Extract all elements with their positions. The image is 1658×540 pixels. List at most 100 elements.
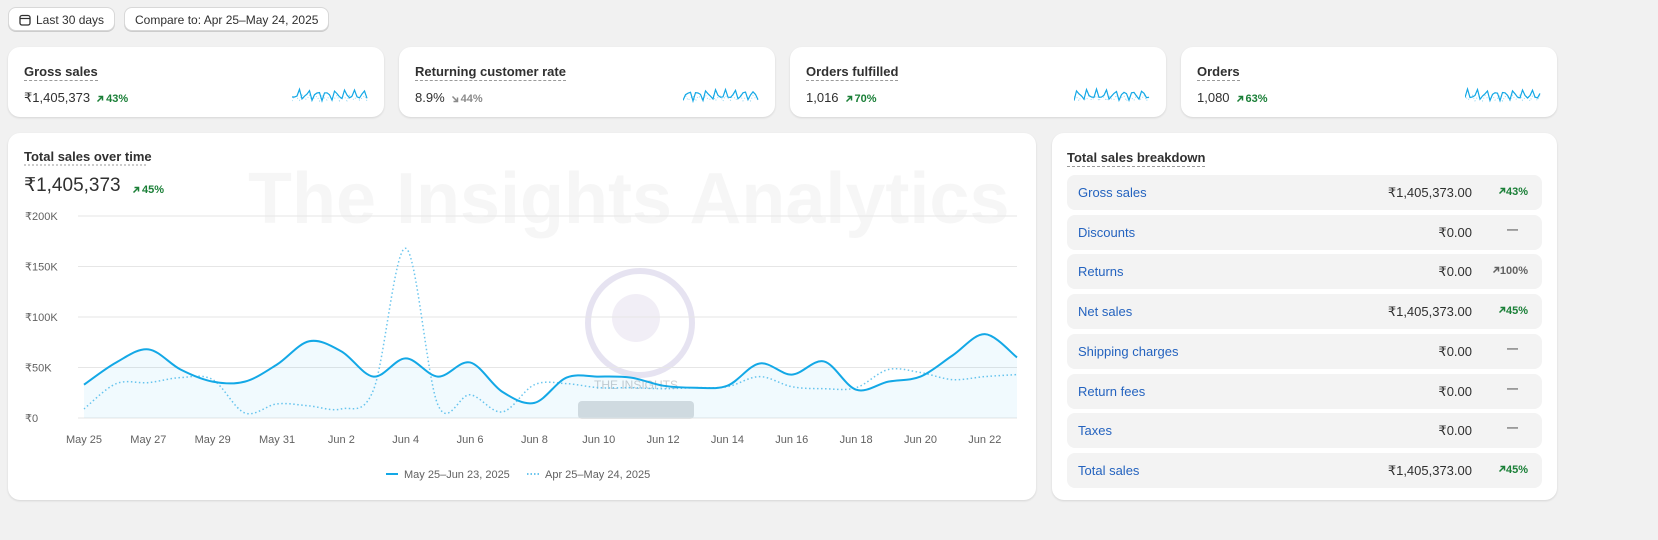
metric-value-row: 8.9% 44% — [415, 90, 483, 105]
change-value: 70% — [854, 93, 877, 105]
metric-title-wrap: Gross sales — [24, 63, 98, 81]
row-change-wrap: — — [1507, 224, 1518, 236]
x-tick-label: Jun 18 — [840, 434, 873, 446]
breakdown-row: Net sales ₹1,405,373.00 45% — [1067, 294, 1542, 330]
x-tick-label: Jun 6 — [457, 434, 484, 446]
arrow-path — [845, 95, 852, 103]
change: 63% — [1236, 93, 1268, 105]
x-tick-label: Jun 16 — [775, 434, 808, 446]
change: 45% — [1498, 464, 1528, 476]
x-tick-label: May 25 — [66, 434, 102, 446]
metric-value-row: 1,016 70% — [806, 90, 877, 105]
change: 43% — [96, 93, 128, 105]
x-tick-label: Jun 14 — [711, 434, 744, 446]
change: 70% — [845, 93, 877, 105]
change-value: 44% — [460, 93, 483, 105]
chart: The Insights Analytics THE INSIGHTS Tota… — [24, 149, 1018, 481]
breakdown-row: Discounts ₹0.00 — — [1067, 214, 1542, 250]
x-tick-label: Jun 8 — [521, 434, 548, 446]
sparkline-compare — [683, 93, 759, 103]
row-label[interactable]: Returns — [1078, 264, 1124, 280]
change: 45% — [132, 184, 164, 196]
row-change-wrap: 45% — [1498, 464, 1528, 476]
x-tick-label: Jun 2 — [328, 434, 355, 446]
legend-label: May 25–Jun 23, 2025 — [404, 469, 510, 481]
breakdown-title: Total sales breakdown — [1067, 150, 1206, 167]
row-value: ₹0.00 — [1438, 383, 1472, 399]
row-label[interactable]: Shipping charges — [1078, 343, 1179, 359]
watermark-logo: THE INSIGHTS — [578, 268, 695, 419]
x-tick-label: Jun 12 — [647, 434, 680, 446]
change-value: — — [1507, 223, 1518, 236]
change: 45% — [1498, 305, 1528, 317]
row-value: ₹0.00 — [1438, 224, 1472, 240]
change-value: — — [1507, 382, 1518, 395]
metric-title: Orders — [1197, 64, 1240, 81]
legend-label: Apr 25–May 24, 2025 — [545, 469, 650, 481]
area — [84, 334, 1017, 418]
change: — — [1507, 224, 1518, 236]
date-range-button[interactable]: Last 30 days — [8, 7, 116, 31]
change-value: 100% — [1499, 265, 1528, 278]
arrow-path — [97, 95, 104, 103]
breakdown-row: Shipping charges ₹0.00 — — [1067, 333, 1542, 369]
metric-value: 8.9% — [415, 90, 445, 105]
row-label[interactable]: Discounts — [1078, 224, 1136, 240]
sparkline — [292, 87, 368, 103]
watermark: The Insights Analytics — [248, 159, 1009, 239]
breakdown-row: Taxes ₹0.00 — — [1067, 413, 1542, 449]
sales-chart-card: The Insights Analytics THE INSIGHTS Tota… — [8, 133, 1036, 500]
y-tick-label: ₹100K — [25, 312, 58, 324]
compare-button[interactable]: Compare to: Apr 25–May 24, 2025 — [124, 7, 330, 31]
change-value: 43% — [1505, 186, 1528, 198]
metric-card: Orders 1,080 63% — [1181, 47, 1557, 117]
chart-title: Total sales over time — [24, 149, 152, 164]
calendar-icon — [19, 14, 31, 26]
date-range-label: Last 30 days — [36, 13, 105, 27]
arrow-path — [1498, 187, 1506, 195]
change: — — [1507, 343, 1518, 355]
x-tick-label: Jun 22 — [968, 434, 1001, 446]
metric-title-wrap: Returning customer rate — [415, 63, 566, 81]
arrow-path — [1492, 267, 1500, 274]
sparkline-compare — [1074, 93, 1150, 103]
change: 44% — [451, 93, 483, 105]
row-label[interactable]: Taxes — [1078, 423, 1112, 439]
metric-title-wrap: Orders fulfilled — [806, 63, 899, 81]
x-tick-label: May 31 — [259, 434, 295, 446]
change: 100% — [1492, 265, 1528, 277]
arrow-path — [1498, 306, 1506, 314]
chart-total: ₹1,405,373 — [24, 175, 121, 196]
y-tick-label: ₹50K — [25, 363, 52, 375]
trend-arrow — [1498, 187, 1506, 195]
metric-value: 1,080 — [1197, 90, 1230, 105]
x-tick-label: May 29 — [195, 434, 231, 446]
row-label[interactable]: Return fees — [1078, 383, 1146, 399]
change-value: 43% — [106, 93, 129, 105]
trend-arrow — [845, 95, 852, 103]
trend-arrow — [1498, 306, 1506, 314]
row-label[interactable]: Gross sales — [1078, 185, 1147, 200]
arrow-path — [451, 95, 458, 103]
trend-arrow — [1492, 267, 1500, 274]
metric-card: Gross sales ₹1,405,373 43% — [8, 47, 384, 117]
row-label[interactable]: Total sales — [1078, 462, 1140, 478]
sparkline — [1074, 87, 1150, 103]
breakdown-row: Total sales ₹1,405,373.00 45% — [1067, 452, 1542, 488]
sparkline-current — [292, 87, 368, 103]
row-value: ₹1,405,373.00 — [1387, 304, 1472, 320]
x-tick-label: Jun 4 — [392, 434, 419, 446]
change: 43% — [1498, 186, 1528, 198]
change-value: — — [1507, 342, 1518, 355]
change-value: 45% — [1505, 463, 1528, 476]
x-tick-label: May 27 — [130, 434, 166, 446]
metric-value: ₹1,405,373 — [24, 90, 91, 105]
breakdown-row: Gross sales ₹1,405,373.00 43% — [1067, 175, 1542, 210]
row-label[interactable]: Net sales — [1078, 304, 1133, 320]
change-value: — — [1507, 422, 1518, 435]
trend-arrow — [1498, 465, 1506, 472]
breakdown-row: Return fees ₹0.00 — — [1067, 373, 1542, 409]
metric-title: Returning customer rate — [415, 64, 566, 81]
chart-change: 45% — [126, 180, 164, 198]
